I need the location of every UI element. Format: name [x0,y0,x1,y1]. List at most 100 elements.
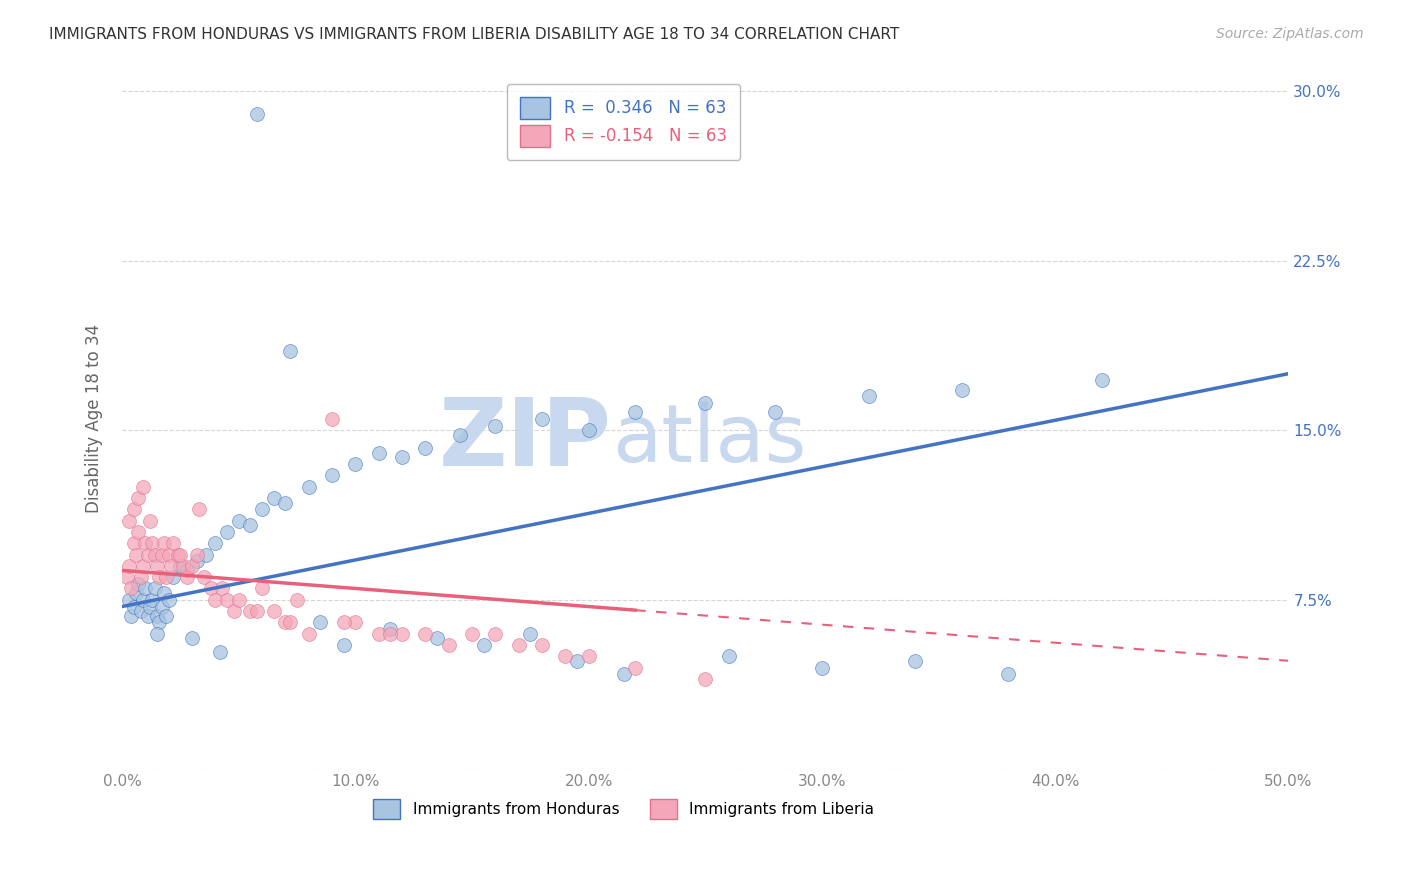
Point [904,654,927,668]
Point [120,608,142,623]
Point [274,495,297,509]
Point [250,502,273,516]
Text: ZIP: ZIP [439,394,612,486]
Point [228,514,250,528]
Point [239,518,262,533]
Point [195,548,218,562]
Point [367,626,389,640]
Point [143,582,166,596]
Text: Source: ZipAtlas.com: Source: ZipAtlas.com [1216,27,1364,41]
Point [188,502,211,516]
Point [461,626,484,640]
Point [222,604,245,618]
Point [141,592,163,607]
Point [136,548,159,562]
Point [449,427,471,442]
Point [186,548,208,562]
Point [413,442,436,456]
Point [332,615,354,630]
Point [122,502,145,516]
Point [186,554,208,568]
Point [125,548,148,562]
Point [176,570,198,584]
Point [278,615,301,630]
Point [204,536,226,550]
Point [508,638,530,652]
Point [695,672,717,686]
Point [530,638,553,652]
Point [250,582,273,596]
Point [278,344,301,359]
Point [367,446,389,460]
Point [127,524,149,539]
Point [118,592,141,607]
Point [565,654,588,668]
Point [239,604,262,618]
Point [157,592,180,607]
Point [858,389,880,403]
Point [181,631,204,645]
Point [148,570,170,584]
Point [153,586,176,600]
Point [298,626,321,640]
Point [321,412,343,426]
Point [127,491,149,505]
Point [344,615,367,630]
Point [413,626,436,640]
Point [160,558,183,573]
Point [141,536,163,550]
Point [132,592,155,607]
Point [129,604,152,618]
Point [246,604,269,618]
Point [125,586,148,600]
Point [613,667,636,681]
Point [200,582,222,596]
Point [624,405,647,419]
Point [578,423,600,437]
Point [211,582,233,596]
Text: atlas: atlas [612,401,806,479]
Point [695,396,717,410]
Point [274,615,297,630]
Point [150,599,173,614]
Point [155,570,177,584]
Text: IMMIGRANTS FROM HONDURAS VS IMMIGRANTS FROM LIBERIA DISABILITY AGE 18 TO 34 CORR: IMMIGRANTS FROM HONDURAS VS IMMIGRANTS F… [49,27,900,42]
Point [169,548,191,562]
Point [139,514,162,528]
Point [950,383,973,397]
Point [215,592,238,607]
Point [519,626,541,640]
Point [246,107,269,121]
Point [484,418,506,433]
Point [122,536,145,550]
Point [127,577,149,591]
Point [811,660,834,674]
Point [148,615,170,630]
Point [134,582,156,596]
Point [215,524,238,539]
Point [997,667,1019,681]
Point [380,626,402,640]
Point [437,638,460,652]
Point [1091,374,1114,388]
Point [332,638,354,652]
Point [204,592,226,607]
Point [115,570,138,584]
Point [176,563,198,577]
Point [169,558,191,573]
Point [162,536,184,550]
Point [118,558,141,573]
Point [228,592,250,607]
Point [122,599,145,614]
Point [208,645,231,659]
Point [298,480,321,494]
Point [717,649,740,664]
Point [426,631,449,645]
Point [167,548,190,562]
Point [309,615,332,630]
Point [143,548,166,562]
Point [344,457,367,471]
Y-axis label: Disability Age 18 to 34: Disability Age 18 to 34 [86,325,103,514]
Point [391,626,413,640]
Legend: Immigrants from Honduras, Immigrants from Liberia: Immigrants from Honduras, Immigrants fro… [367,793,880,825]
